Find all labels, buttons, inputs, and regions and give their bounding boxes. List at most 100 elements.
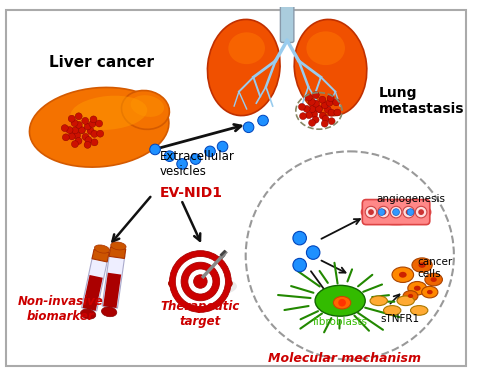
Ellipse shape [111,242,126,250]
Ellipse shape [131,95,164,117]
Ellipse shape [399,272,407,278]
Circle shape [312,116,319,123]
Circle shape [164,151,175,162]
Circle shape [418,209,424,215]
Ellipse shape [430,277,437,282]
Circle shape [338,299,346,306]
Polygon shape [82,256,108,311]
Circle shape [380,209,386,215]
Circle shape [306,246,320,259]
Ellipse shape [370,296,387,306]
Circle shape [333,99,340,106]
Circle shape [293,231,306,245]
Circle shape [308,99,315,105]
Ellipse shape [333,296,351,309]
Circle shape [85,136,92,144]
Circle shape [393,209,399,215]
Circle shape [365,206,377,218]
Ellipse shape [315,285,365,316]
Circle shape [75,113,82,120]
Circle shape [293,258,306,272]
Ellipse shape [414,286,421,291]
FancyBboxPatch shape [280,0,294,42]
Circle shape [300,113,306,120]
Circle shape [258,115,268,126]
Circle shape [72,127,78,134]
Circle shape [71,120,78,126]
Circle shape [334,109,341,116]
Polygon shape [92,249,109,262]
Ellipse shape [306,31,345,65]
Text: Lung
metastasis: Lung metastasis [378,86,464,116]
Ellipse shape [121,91,169,129]
Circle shape [313,100,319,107]
Circle shape [91,130,98,137]
Circle shape [177,159,187,169]
Ellipse shape [392,267,414,282]
Circle shape [84,123,91,130]
Circle shape [82,117,89,124]
Circle shape [415,206,427,218]
Circle shape [243,122,254,133]
Text: angiogenesis: angiogenesis [377,194,446,205]
Circle shape [319,112,326,119]
Circle shape [150,144,160,155]
Ellipse shape [412,258,432,272]
Circle shape [321,120,328,127]
Circle shape [316,106,322,112]
Polygon shape [109,247,126,258]
Ellipse shape [362,200,431,224]
Polygon shape [83,275,103,311]
Circle shape [319,96,326,103]
Circle shape [326,99,333,106]
Circle shape [328,109,335,116]
Ellipse shape [397,296,414,306]
Circle shape [82,133,89,140]
Circle shape [90,116,97,123]
Ellipse shape [427,290,433,294]
Circle shape [407,209,414,215]
Text: Therapeutic
target: Therapeutic target [161,300,240,328]
Text: Non-invasive
biomarker: Non-invasive biomarker [18,295,104,323]
Circle shape [299,103,305,111]
Ellipse shape [403,291,418,301]
Circle shape [89,120,96,127]
Ellipse shape [408,282,427,295]
Ellipse shape [169,276,237,297]
Text: fibroblasts: fibroblasts [313,317,368,327]
Circle shape [74,132,80,139]
Circle shape [181,262,220,301]
Circle shape [321,102,328,109]
Circle shape [72,141,78,147]
Polygon shape [102,253,125,308]
Ellipse shape [70,96,147,130]
Circle shape [78,127,85,133]
Ellipse shape [408,294,413,298]
Polygon shape [103,273,121,308]
Circle shape [97,130,104,137]
Circle shape [96,120,103,127]
Circle shape [76,121,82,128]
Ellipse shape [425,273,442,286]
Circle shape [324,106,332,113]
FancyBboxPatch shape [363,200,430,224]
Circle shape [205,146,215,157]
Circle shape [327,95,334,102]
Circle shape [378,206,389,218]
Circle shape [305,112,312,119]
Circle shape [194,275,207,288]
Ellipse shape [80,309,96,319]
Ellipse shape [383,306,401,315]
Ellipse shape [102,307,117,317]
Circle shape [322,115,329,122]
Ellipse shape [208,20,280,115]
Circle shape [312,92,319,99]
Circle shape [84,141,91,148]
Circle shape [406,209,411,215]
Ellipse shape [228,32,265,64]
Circle shape [217,141,228,152]
Text: sTNFR1: sTNFR1 [380,314,420,324]
Circle shape [175,256,226,306]
Circle shape [190,154,201,164]
Circle shape [87,127,94,134]
